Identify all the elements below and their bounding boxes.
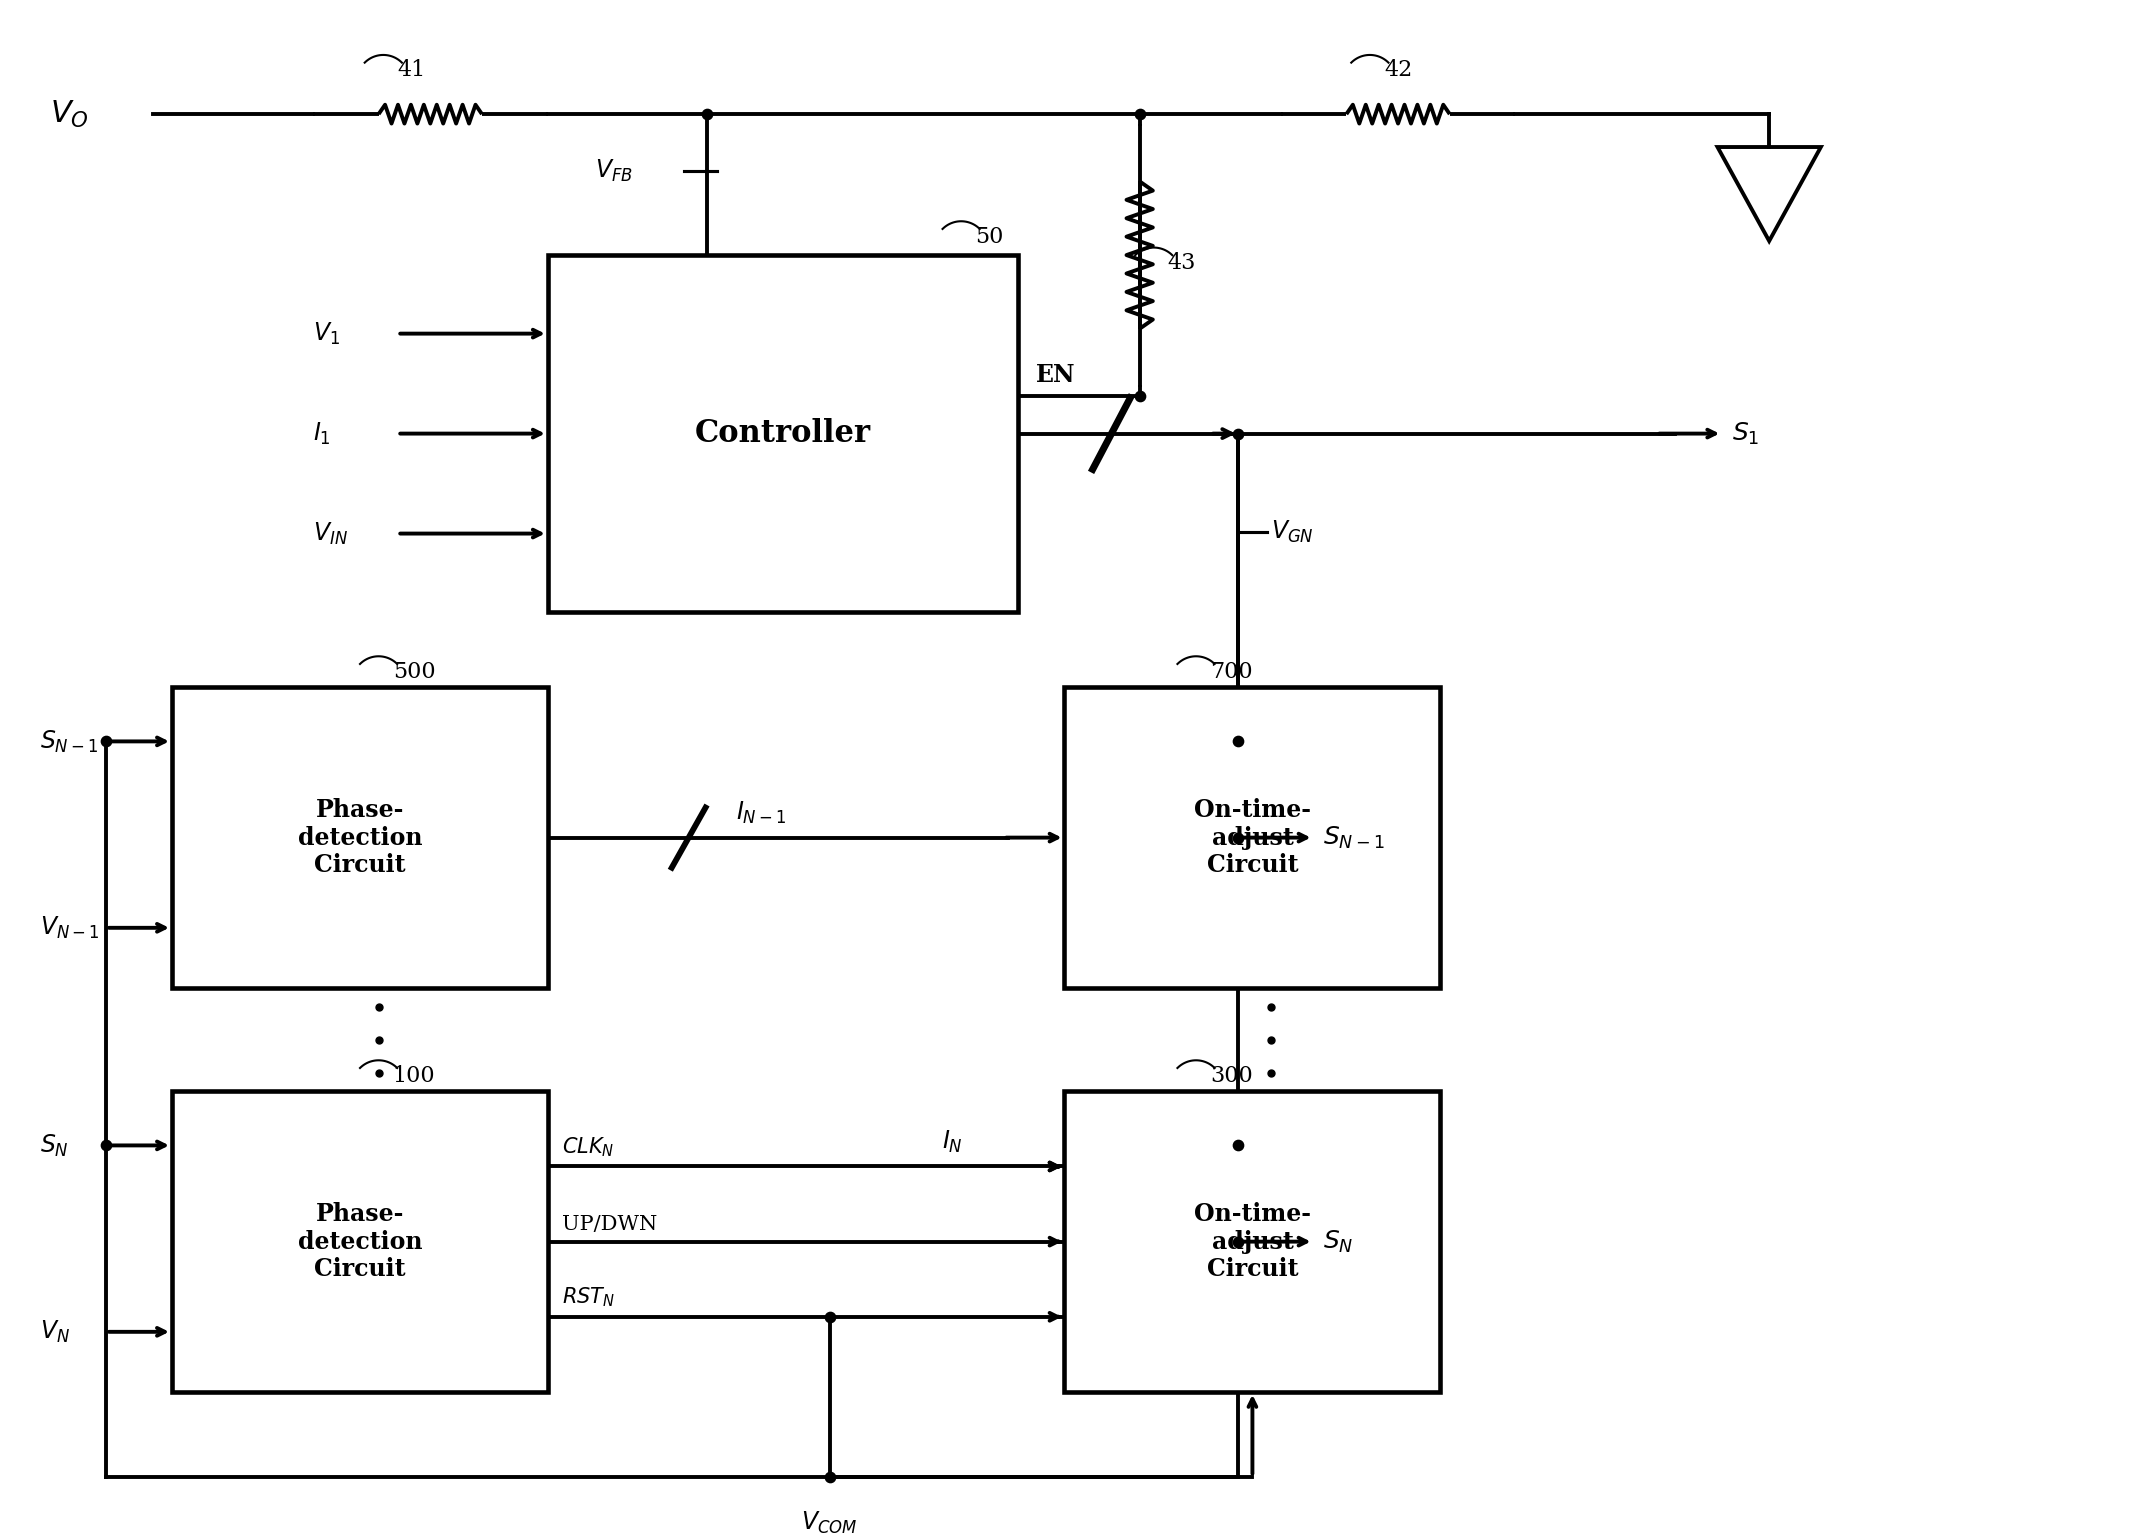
Bar (1064, 1091, 1441, 1392)
Point (1254, 1060, 1288, 1084)
Point (1222, 825, 1256, 849)
Text: Phase-
detection
Circuit: Phase- detection Circuit (298, 1201, 422, 1281)
Text: 43: 43 (1169, 252, 1196, 273)
Text: $S_N$: $S_N$ (40, 1132, 70, 1158)
Text: UP/DWN: UP/DWN (562, 1215, 658, 1233)
Text: $CLK_N$: $CLK_N$ (562, 1135, 615, 1160)
Text: $V_O$: $V_O$ (49, 98, 89, 129)
Bar (1064, 687, 1441, 988)
Point (1254, 1028, 1288, 1052)
Text: $I_1$: $I_1$ (313, 421, 330, 447)
Text: On-time-
adjust
Circuit: On-time- adjust Circuit (1194, 1201, 1311, 1281)
Point (1122, 384, 1156, 409)
Point (89, 1134, 123, 1158)
Text: EN: EN (1037, 362, 1075, 387)
Text: 41: 41 (398, 60, 426, 81)
Text: 42: 42 (1384, 60, 1412, 81)
Text: Phase-
detection
Circuit: Phase- detection Circuit (298, 797, 422, 877)
Bar (172, 687, 547, 988)
Text: $V_{GN}$: $V_{GN}$ (1271, 519, 1314, 545)
Point (1222, 730, 1256, 754)
Bar (172, 1091, 547, 1392)
Point (690, 101, 724, 126)
Text: Controller: Controller (694, 418, 871, 449)
Text: $I_{N-1}$: $I_{N-1}$ (737, 800, 786, 826)
Text: $S_N$: $S_N$ (1322, 1229, 1354, 1255)
Text: On-time-
adjust
Circuit: On-time- adjust Circuit (1194, 797, 1311, 877)
Text: $S_1$: $S_1$ (1731, 421, 1759, 447)
Text: $V_N$: $V_N$ (40, 1319, 70, 1346)
Text: $V_{IN}$: $V_{IN}$ (313, 521, 347, 547)
Point (89, 730, 123, 754)
Point (362, 1028, 396, 1052)
Point (362, 1060, 396, 1084)
Text: 50: 50 (975, 226, 1003, 247)
Text: $RST_N$: $RST_N$ (562, 1286, 615, 1309)
Text: $V_{FB}$: $V_{FB}$ (594, 157, 632, 184)
Text: 100: 100 (392, 1064, 434, 1086)
Text: $S_{N-1}$: $S_{N-1}$ (40, 728, 98, 754)
Text: 500: 500 (392, 660, 434, 682)
Text: $S_{N-1}$: $S_{N-1}$ (1322, 825, 1384, 851)
Text: $V_{COM}$: $V_{COM}$ (801, 1510, 858, 1536)
Point (813, 1464, 847, 1488)
Bar (547, 255, 1018, 613)
Text: $V_{N-1}$: $V_{N-1}$ (40, 915, 100, 942)
Point (1122, 101, 1156, 126)
Point (1254, 994, 1288, 1018)
Text: $V_1$: $V_1$ (313, 321, 341, 347)
Text: $I_N$: $I_N$ (943, 1129, 962, 1155)
Point (1222, 421, 1256, 445)
Text: 300: 300 (1209, 1064, 1252, 1086)
Point (813, 1304, 847, 1329)
Point (362, 994, 396, 1018)
Point (1222, 1134, 1256, 1158)
Text: 700: 700 (1209, 660, 1252, 682)
Point (1222, 1229, 1256, 1253)
